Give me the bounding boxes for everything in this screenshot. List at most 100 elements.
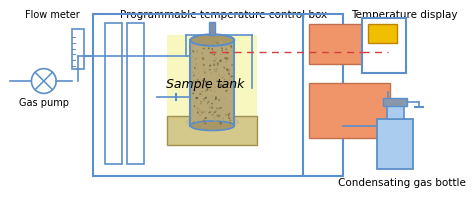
Bar <box>210 22 215 35</box>
Ellipse shape <box>220 41 222 44</box>
Text: Programmable temperature control box: Programmable temperature control box <box>120 10 328 20</box>
Ellipse shape <box>224 97 225 99</box>
Ellipse shape <box>201 85 203 87</box>
Ellipse shape <box>203 120 204 122</box>
Ellipse shape <box>223 67 225 69</box>
Ellipse shape <box>224 108 225 110</box>
Ellipse shape <box>217 114 219 117</box>
Ellipse shape <box>201 111 204 114</box>
Ellipse shape <box>193 90 194 92</box>
Bar <box>383 98 408 106</box>
Ellipse shape <box>210 53 212 54</box>
Ellipse shape <box>199 86 201 88</box>
Ellipse shape <box>192 93 194 94</box>
Ellipse shape <box>205 97 207 99</box>
Bar <box>73 29 84 69</box>
Ellipse shape <box>191 56 193 58</box>
Ellipse shape <box>192 71 194 73</box>
Bar <box>105 23 122 164</box>
Ellipse shape <box>219 59 222 62</box>
Ellipse shape <box>219 107 222 109</box>
Ellipse shape <box>222 85 224 87</box>
Ellipse shape <box>212 51 213 54</box>
Ellipse shape <box>208 59 209 60</box>
Ellipse shape <box>205 81 208 82</box>
Ellipse shape <box>202 64 205 66</box>
Ellipse shape <box>214 68 216 70</box>
Ellipse shape <box>221 50 223 51</box>
Ellipse shape <box>199 93 201 95</box>
Ellipse shape <box>218 74 219 76</box>
Ellipse shape <box>214 78 216 79</box>
Ellipse shape <box>219 107 222 109</box>
Ellipse shape <box>215 57 217 59</box>
Ellipse shape <box>205 120 206 121</box>
Ellipse shape <box>217 63 218 65</box>
Ellipse shape <box>202 80 204 82</box>
Ellipse shape <box>228 113 230 115</box>
Ellipse shape <box>220 112 221 114</box>
Ellipse shape <box>202 58 204 60</box>
Ellipse shape <box>218 99 220 101</box>
Ellipse shape <box>212 50 214 51</box>
Ellipse shape <box>209 80 210 82</box>
Ellipse shape <box>197 69 199 70</box>
Ellipse shape <box>224 79 225 80</box>
Ellipse shape <box>196 56 197 58</box>
Ellipse shape <box>205 81 207 83</box>
Ellipse shape <box>211 113 214 116</box>
Ellipse shape <box>197 117 198 118</box>
Ellipse shape <box>194 81 196 82</box>
Ellipse shape <box>203 86 206 88</box>
Ellipse shape <box>204 100 206 101</box>
Ellipse shape <box>203 98 204 100</box>
Ellipse shape <box>186 115 239 129</box>
Ellipse shape <box>197 79 199 80</box>
Ellipse shape <box>221 109 224 111</box>
Ellipse shape <box>201 84 204 85</box>
Ellipse shape <box>227 70 228 72</box>
Ellipse shape <box>226 68 229 71</box>
Ellipse shape <box>202 75 204 78</box>
Ellipse shape <box>195 63 197 66</box>
Ellipse shape <box>201 57 204 59</box>
Ellipse shape <box>211 95 213 97</box>
Ellipse shape <box>213 60 216 61</box>
Ellipse shape <box>228 57 230 59</box>
Ellipse shape <box>229 82 232 84</box>
Ellipse shape <box>208 66 210 68</box>
Ellipse shape <box>201 101 202 102</box>
Ellipse shape <box>194 105 195 107</box>
Text: Temperature display: Temperature display <box>351 10 458 20</box>
Ellipse shape <box>207 88 209 91</box>
Ellipse shape <box>201 86 204 88</box>
Bar <box>191 40 234 126</box>
Ellipse shape <box>197 50 198 53</box>
Ellipse shape <box>201 52 203 54</box>
Ellipse shape <box>225 90 228 92</box>
Ellipse shape <box>193 121 194 123</box>
Ellipse shape <box>217 107 219 110</box>
Ellipse shape <box>210 86 212 88</box>
Bar <box>167 35 257 126</box>
Ellipse shape <box>195 58 197 60</box>
Ellipse shape <box>202 48 205 49</box>
Ellipse shape <box>191 121 234 130</box>
Ellipse shape <box>198 121 200 123</box>
Text: Gas pump: Gas pump <box>19 98 69 108</box>
Ellipse shape <box>204 111 206 113</box>
Ellipse shape <box>219 84 222 86</box>
Ellipse shape <box>214 71 216 72</box>
Ellipse shape <box>216 107 218 110</box>
Ellipse shape <box>211 48 213 50</box>
Ellipse shape <box>218 115 220 118</box>
Ellipse shape <box>215 96 217 99</box>
Ellipse shape <box>223 86 224 88</box>
Ellipse shape <box>197 58 198 59</box>
Ellipse shape <box>211 106 213 109</box>
Ellipse shape <box>199 114 201 116</box>
Bar <box>310 83 391 138</box>
Ellipse shape <box>198 72 200 74</box>
Ellipse shape <box>226 52 228 54</box>
Ellipse shape <box>219 122 222 125</box>
